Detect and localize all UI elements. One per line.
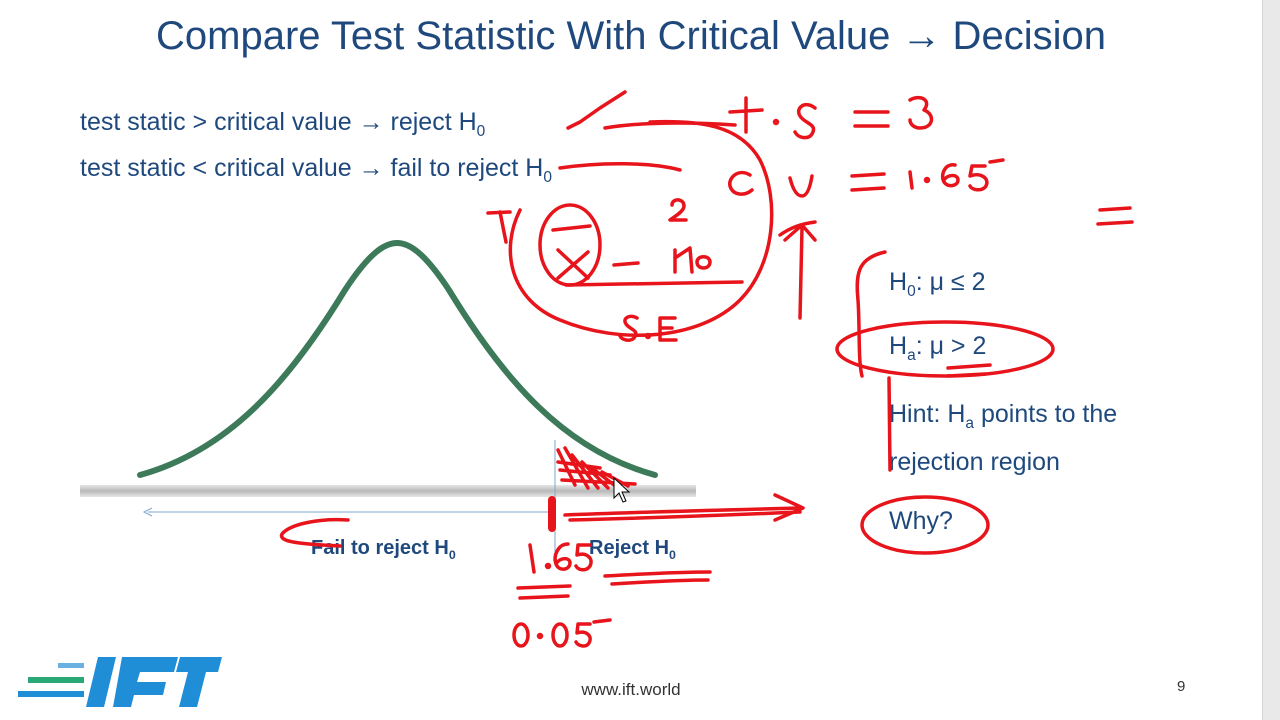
hint-text: Hint: Ha points to the rejection region	[889, 395, 1189, 481]
footer-url: www.ift.world	[581, 680, 681, 699]
fail-to-reject-text: Fail to reject H	[311, 537, 449, 559]
alternative-hypothesis-sub: a	[907, 347, 916, 364]
null-hypothesis-prefix: H	[889, 268, 908, 296]
why-question: Why?	[889, 507, 953, 535]
hint-sub: a	[965, 415, 975, 432]
axis-bar	[80, 485, 696, 497]
reject-text: Reject H	[589, 537, 670, 559]
null-hypothesis-text: : μ ≤ 2	[915, 268, 986, 296]
null-hypothesis: H0: μ ≤ 2	[889, 268, 986, 301]
hint-prefix: Hint: H	[889, 400, 966, 428]
reject-label: Reject H0	[589, 537, 676, 562]
rule-reject-sub: 0	[476, 123, 486, 140]
page-number: 9	[1177, 678, 1186, 695]
rule-reject-text: test static > critical value → reject H	[80, 108, 477, 136]
fail-to-reject-sub: 0	[448, 548, 456, 562]
rule-fail-sub: 0	[543, 169, 552, 186]
rule-fail-text: test static < critical value → fail to r…	[80, 154, 544, 182]
rule-fail: test static < critical value → fail to r…	[80, 154, 552, 187]
fail-to-reject-label: Fail to reject H0	[311, 537, 456, 562]
reject-sub: 0	[669, 548, 676, 562]
alternative-hypothesis-text: : μ > 2	[915, 332, 987, 360]
null-hypothesis-sub: 0	[907, 283, 916, 300]
alternative-hypothesis: Ha: μ > 2	[889, 332, 986, 365]
alternative-hypothesis-prefix: H	[889, 332, 908, 360]
ift-logo	[18, 657, 222, 707]
window-edge	[1262, 0, 1280, 720]
hint-body: points to the rejection region	[889, 400, 1118, 476]
rule-reject: test static > critical value → reject H0	[80, 108, 485, 141]
slide-title: Compare Test Statistic With Critical Val…	[156, 14, 1106, 58]
normal-curve	[137, 239, 658, 478]
